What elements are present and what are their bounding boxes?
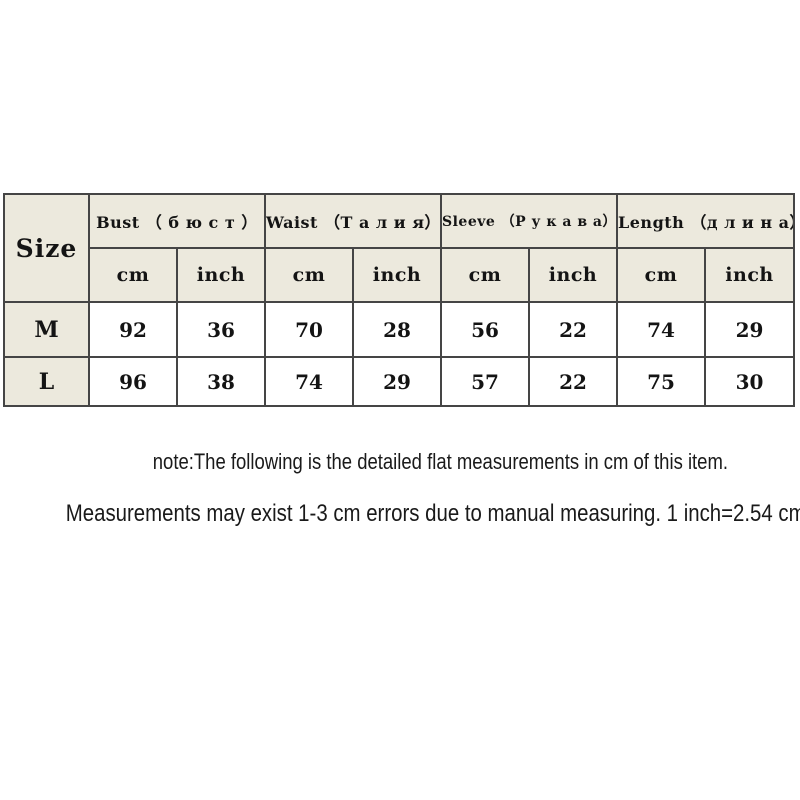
- m-sleeve-inch: 22: [528, 301, 618, 358]
- sleeve-cm-header: cm: [440, 247, 530, 303]
- m-waist-cm: 70: [264, 301, 354, 358]
- l-bust-cm: 96: [88, 356, 178, 407]
- table-header-row-units: cm inch cm inch cm inch cm inch: [4, 247, 795, 303]
- length-header: Length （д л и н а）: [616, 193, 795, 249]
- length-cm-header: cm: [616, 247, 706, 303]
- l-length-cm: 75: [616, 356, 706, 407]
- bust-cm-header: cm: [88, 247, 178, 303]
- size-label-l: L: [3, 356, 90, 407]
- size-table: Size Bust （ б ю с т ） Waist （Т а л и я） …: [3, 193, 795, 407]
- m-waist-inch: 28: [352, 301, 442, 358]
- l-length-inch: 30: [704, 356, 795, 407]
- waist-cm-header: cm: [264, 247, 354, 303]
- size-column-header: Size: [3, 193, 90, 303]
- size-label-m: M: [3, 301, 90, 358]
- l-sleeve-cm: 57: [440, 356, 530, 407]
- waist-inch-header: inch: [352, 247, 442, 303]
- l-bust-inch: 38: [176, 356, 266, 407]
- bust-inch-header: inch: [176, 247, 266, 303]
- m-bust-inch: 36: [176, 301, 266, 358]
- m-bust-cm: 92: [88, 301, 178, 358]
- length-inch-header: inch: [704, 247, 795, 303]
- sleeve-inch-header: inch: [528, 247, 618, 303]
- waist-header: Waist （Т а л и я）: [264, 193, 442, 249]
- note-line-2: Measurements may exist 1-3 cm errors due…: [0, 500, 800, 528]
- note-line-2-text: Measurements may exist 1-3 cm errors due…: [65, 500, 800, 527]
- l-sleeve-inch: 22: [528, 356, 618, 407]
- note-line-1: note:The following is the detailed flat …: [0, 449, 800, 475]
- table-row-size-m: M 92 36 70 28 56 22 74 29: [3, 301, 795, 358]
- m-sleeve-cm: 56: [440, 301, 530, 358]
- l-waist-cm: 74: [264, 356, 354, 407]
- note-line-1-text: note:The following is the detailed flat …: [152, 449, 728, 474]
- m-length-inch: 29: [704, 301, 795, 358]
- table-row-size-l: L 96 38 74 29 57 22 75 30: [3, 356, 795, 407]
- bust-header: Bust （ б ю с т ）: [88, 193, 266, 249]
- m-length-cm: 74: [616, 301, 706, 358]
- l-waist-inch: 29: [352, 356, 442, 407]
- table-header-row-groups: Size Bust （ б ю с т ） Waist （Т а л и я） …: [3, 193, 795, 303]
- sleeve-header: Sleeve （Р у к а в а）: [440, 193, 618, 249]
